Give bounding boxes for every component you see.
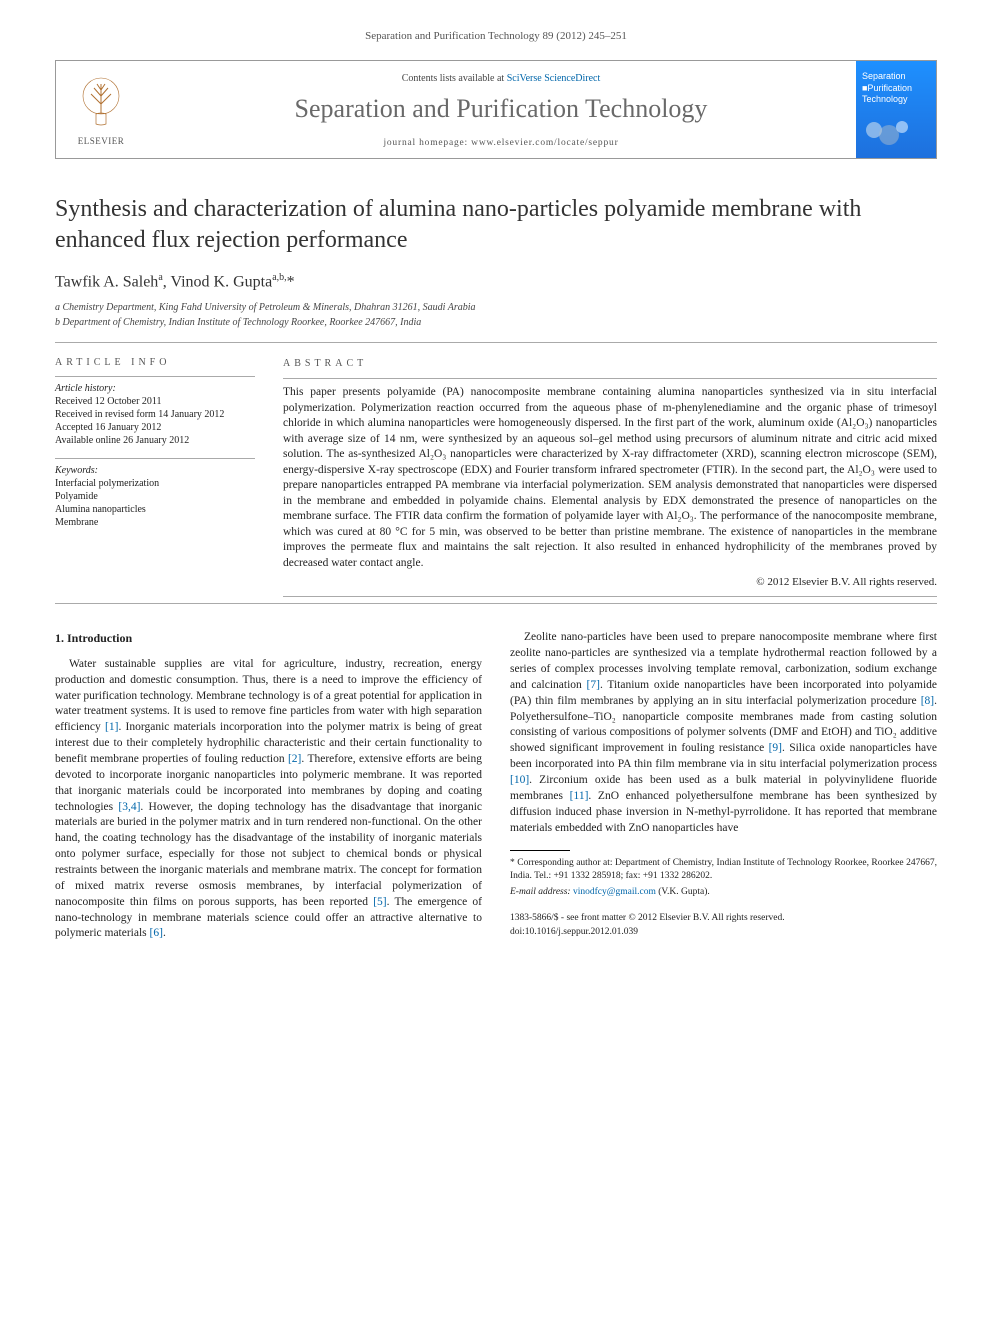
cover-graphic-icon [864, 115, 914, 150]
header-middle: Contents lists available at SciVerse Sci… [146, 61, 856, 158]
cover-l1: Separation [862, 71, 906, 81]
affiliation-a: a Chemistry Department, King Fahd Univer… [55, 302, 937, 313]
issn-line: 1383-5866/$ - see front matter © 2012 El… [510, 912, 937, 925]
keyword-1: Interfacial polymerization [55, 478, 255, 489]
footnote-separator [510, 850, 570, 851]
article-info-column: ARTICLE INFO Article history: Received 1… [55, 357, 255, 598]
author-2: Vinod K. Gupta [170, 274, 272, 291]
journal-cover-thumb: Separation ■Purification Technology [856, 61, 936, 158]
divider-top [55, 342, 937, 343]
kw-divider [55, 458, 255, 459]
history-online: Available online 26 January 2012 [55, 435, 255, 446]
authors-line: Tawfik A. Saleha, Vinod K. Guptaa,b,* [55, 272, 937, 291]
ref-34-link[interactable]: [3,4] [118, 801, 140, 813]
keyword-2: Polyamide [55, 491, 255, 502]
info-divider [55, 376, 255, 377]
p1-seg-f: . [163, 927, 166, 939]
author-1: Tawfik A. Saleh [55, 274, 158, 291]
history-received: Received 12 October 2011 [55, 396, 255, 407]
affiliation-b: b Department of Chemistry, Indian Instit… [55, 317, 937, 328]
ref-11-link[interactable]: [11] [570, 790, 589, 802]
corresponding-author-note: * Corresponding author at: Department of… [510, 857, 937, 882]
author-1-aff: a [158, 272, 162, 283]
keywords-block: Keywords: Interfacial polymerization Pol… [55, 465, 255, 528]
cover-l3: Technology [862, 94, 908, 104]
abstract-column: ABSTRACT This paper presents polyamide (… [283, 357, 937, 598]
keywords-label: Keywords: [55, 465, 255, 476]
email-label: E-mail address: [510, 887, 571, 897]
intro-paragraph-1: Water sustainable supplies are vital for… [55, 657, 482, 942]
abstract-heading: ABSTRACT [283, 357, 937, 371]
article-info-heading: ARTICLE INFO [55, 357, 255, 368]
history-accepted: Accepted 16 January 2012 [55, 422, 255, 433]
ref-1-link[interactable]: [1] [105, 721, 118, 733]
article-title: Synthesis and characterization of alumin… [55, 194, 937, 256]
cover-l2: ■Purification [862, 83, 912, 93]
doi-block: 1383-5866/$ - see front matter © 2012 El… [510, 912, 937, 938]
citation-line: Separation and Purification Technology 8… [55, 30, 937, 42]
ref-5-link[interactable]: [5] [373, 896, 386, 908]
ref-6-link[interactable]: [6] [150, 927, 163, 939]
contents-prefix: Contents lists available at [402, 73, 507, 84]
contents-available: Contents lists available at SciVerse Sci… [151, 73, 851, 84]
history-revised: Received in revised form 14 January 2012 [55, 409, 255, 420]
author-email-link[interactable]: vinodfcy@gmail.com [573, 887, 656, 897]
body-columns: 1. Introduction Water sustainable suppli… [55, 630, 937, 942]
ref-7-link[interactable]: [7] [587, 679, 600, 691]
info-abstract-row: ARTICLE INFO Article history: Received 1… [55, 357, 937, 598]
scidirect-link[interactable]: SciVerse ScienceDirect [507, 73, 601, 84]
email-suffix: (V.K. Gupta). [656, 887, 710, 897]
tree-icon [76, 74, 126, 134]
elsevier-logo: ELSEVIER [56, 61, 146, 158]
journal-header: ELSEVIER Contents lists available at Sci… [55, 60, 937, 159]
ref-8-link[interactable]: [8] [921, 695, 934, 707]
cover-title: Separation ■Purification Technology [862, 71, 930, 106]
corresponding-star-icon: * [287, 274, 295, 291]
keyword-4: Membrane [55, 517, 255, 528]
p1-seg-d: . However, the doping technology has the… [55, 801, 482, 908]
email-footnote: E-mail address: vinodfcy@gmail.com (V.K.… [510, 886, 937, 898]
abstract-text: This paper presents polyamide (PA) nanoc… [283, 385, 937, 571]
copyright-line: © 2012 Elsevier B.V. All rights reserved… [283, 575, 937, 590]
intro-paragraph-2: Zeolite nano-particles have been used to… [510, 630, 937, 836]
abs-divider-bot [283, 596, 937, 597]
author-2-aff: a,b, [272, 272, 286, 283]
ref-2-link[interactable]: [2] [288, 753, 301, 765]
journal-title: Separation and Purification Technology [151, 94, 851, 124]
publisher-name: ELSEVIER [78, 136, 125, 146]
ref-10-link[interactable]: [10] [510, 774, 529, 786]
history-label: Article history: [55, 383, 255, 394]
abs-divider [283, 378, 937, 379]
ref-9-link[interactable]: [9] [769, 742, 782, 754]
intro-heading: 1. Introduction [55, 630, 482, 647]
divider-bottom [55, 603, 937, 604]
keyword-3: Alumina nanoparticles [55, 504, 255, 515]
journal-homepage: journal homepage: www.elsevier.com/locat… [151, 138, 851, 148]
doi-line: doi:10.1016/j.seppur.2012.01.039 [510, 926, 937, 939]
